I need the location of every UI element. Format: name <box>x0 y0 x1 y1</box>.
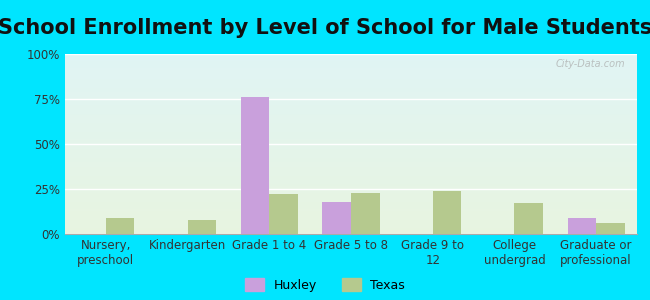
Bar <box>269 194 298 234</box>
Bar <box>106 218 135 234</box>
Bar <box>188 220 216 234</box>
Text: City-Data.com: City-Data.com <box>556 59 625 69</box>
Bar <box>567 218 596 234</box>
Bar <box>351 193 380 234</box>
Bar <box>433 191 462 234</box>
Bar <box>322 202 351 234</box>
Bar <box>514 203 543 234</box>
Text: School Enrollment by Level of School for Male Students: School Enrollment by Level of School for… <box>0 18 650 38</box>
Bar <box>240 97 269 234</box>
Legend: Huxley, Texas: Huxley, Texas <box>240 273 410 297</box>
Bar <box>596 223 625 234</box>
